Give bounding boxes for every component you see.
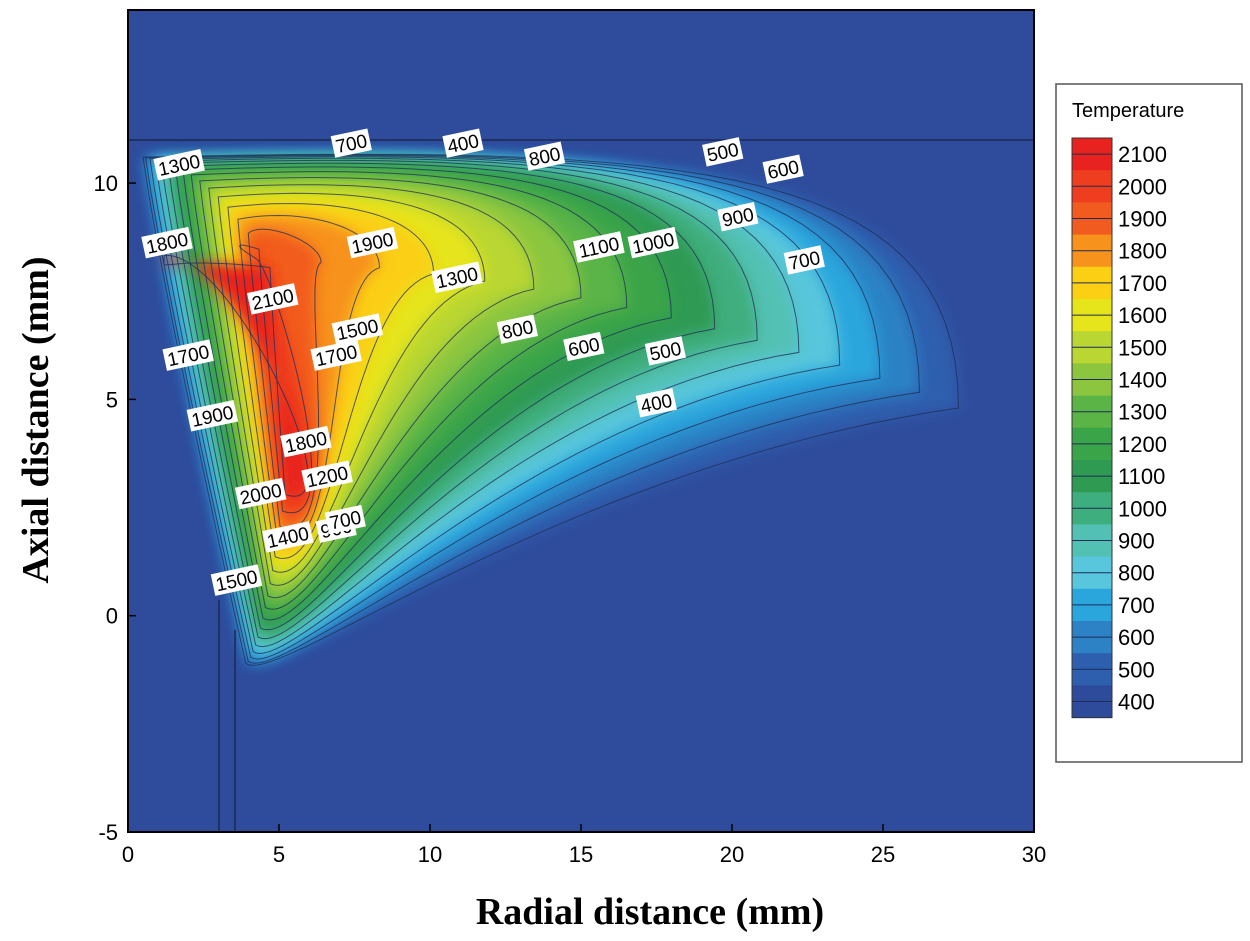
contour-line-1900 (247, 228, 322, 530)
legend-label: 500 (1118, 657, 1155, 682)
contour-label: 500 (702, 137, 744, 167)
legend-label: 1000 (1118, 496, 1167, 521)
contour-label-bg (330, 128, 372, 158)
contour-label-bg (301, 460, 353, 493)
x-tick-label: 30 (1022, 842, 1046, 867)
contour-line-1500 (208, 184, 535, 586)
contour-label-bg (141, 226, 193, 259)
legend-label: 1100 (1118, 464, 1165, 489)
legend-label: 2100 (1118, 142, 1167, 167)
legend-label: 1400 (1118, 368, 1167, 393)
y-tick-label: -5 (98, 820, 118, 845)
legend-label: 1500 (1118, 335, 1167, 360)
contour-line-1600 (217, 192, 486, 573)
legend-label: 1800 (1118, 239, 1167, 264)
contour-label: 700 (324, 504, 366, 535)
x-tick-label: 0 (122, 842, 134, 867)
x-tick-label: 25 (871, 842, 895, 867)
contour-label-bg (783, 245, 825, 275)
contour-label-bg (717, 202, 759, 232)
color-legend: Temperature 2100 2000 1900 1800 1700 1600 1500… (1055, 83, 1243, 763)
x-tick-label: 5 (273, 842, 285, 867)
contour-label: 400 (442, 128, 484, 158)
contour-line-1800 (237, 214, 381, 545)
x-tick-label: 20 (720, 842, 744, 867)
contour-line-600 (145, 154, 921, 664)
legend-label: 600 (1118, 625, 1155, 650)
legend-label: 900 (1118, 529, 1155, 554)
contour-label-bg (324, 504, 366, 535)
plot-area: 2100200019001900180018001700170015001500… (127, 9, 1035, 833)
legend-colorbar-frame (1071, 137, 1113, 719)
contour-label: 1300 (431, 261, 483, 294)
contour-label-bg (346, 226, 399, 259)
contour-line-1400 (199, 176, 582, 599)
contour-line-800 (154, 156, 841, 655)
x-axis-title: Radial distance (mm) (476, 891, 824, 933)
y-tick-label: 5 (106, 387, 118, 412)
contour-label: 1900 (346, 226, 399, 259)
legend-label: 1600 (1118, 303, 1167, 328)
x-tick-label: 10 (418, 842, 442, 867)
contour-label-bg (702, 137, 744, 167)
contour-label: 700 (330, 128, 372, 158)
contour-lines (142, 153, 960, 666)
legend-title: Temperature (1072, 100, 1184, 122)
contour-label-bg (162, 339, 214, 371)
contour-line-1000 (167, 159, 758, 640)
legend-label: 800 (1118, 561, 1155, 586)
contour-label-bg (442, 128, 484, 158)
contour-label-bg (262, 521, 314, 553)
temperature-band-2100 (164, 255, 308, 497)
contour-label-bg (523, 141, 566, 171)
contour-label: 600 (563, 331, 605, 362)
contour-label-bg (234, 477, 287, 510)
legend-label: 2000 (1118, 174, 1167, 199)
contour-label-bg (280, 425, 332, 458)
y-axis: -5 0 5 10 (94, 171, 136, 845)
contour-label-bg (310, 339, 362, 371)
legend-label: 1900 (1118, 207, 1167, 232)
contour-label-bg (210, 564, 263, 596)
contour-label: 400 (635, 388, 677, 418)
contour-line-2000 (239, 244, 313, 514)
contour-line-1100 (174, 162, 716, 631)
contour-label-bg (627, 226, 680, 259)
contour-line-2100 (163, 255, 309, 497)
contour-label-bg (153, 149, 205, 181)
contour-label-bg (186, 399, 239, 432)
legend-label: 700 (1118, 593, 1155, 618)
contour-label-bg (573, 231, 625, 263)
contour-label: 1800 (280, 425, 332, 458)
legend-label: 1200 (1118, 432, 1167, 457)
y-tick-label: 10 (94, 171, 118, 196)
contour-label-bg (496, 314, 538, 344)
legend-label: 1300 (1118, 400, 1167, 425)
contour-line-1700 (227, 203, 435, 559)
legend-swatches: 2100 2000 1900 1800 1700 1600 1500 1400 1300 1200… (1071, 137, 1167, 719)
contour-label-bg (635, 388, 677, 418)
contour-label: 1100 (573, 231, 625, 263)
contour-line-900 (160, 157, 800, 648)
x-tick-label: 15 (569, 842, 593, 867)
contour-line-1200 (182, 166, 672, 621)
contour-label-bg (431, 261, 483, 294)
contour-line-500 (142, 153, 960, 666)
contour-line-700 (149, 155, 881, 660)
contour-line-1300 (190, 171, 628, 610)
contour-label-bg (563, 331, 605, 362)
legend-label: 1700 (1118, 271, 1167, 296)
y-axis-title: Axial distance (mm) (15, 256, 57, 583)
contour-label-bg (246, 283, 299, 315)
x-axis: 0 5 10 15 20 25 30 (122, 824, 1046, 867)
contour-label-bg (331, 313, 384, 345)
contour-label-bg (762, 154, 804, 184)
y-tick-label: 0 (106, 604, 118, 629)
contour-label-bg (644, 336, 686, 366)
legend-label: 400 (1118, 690, 1155, 715)
